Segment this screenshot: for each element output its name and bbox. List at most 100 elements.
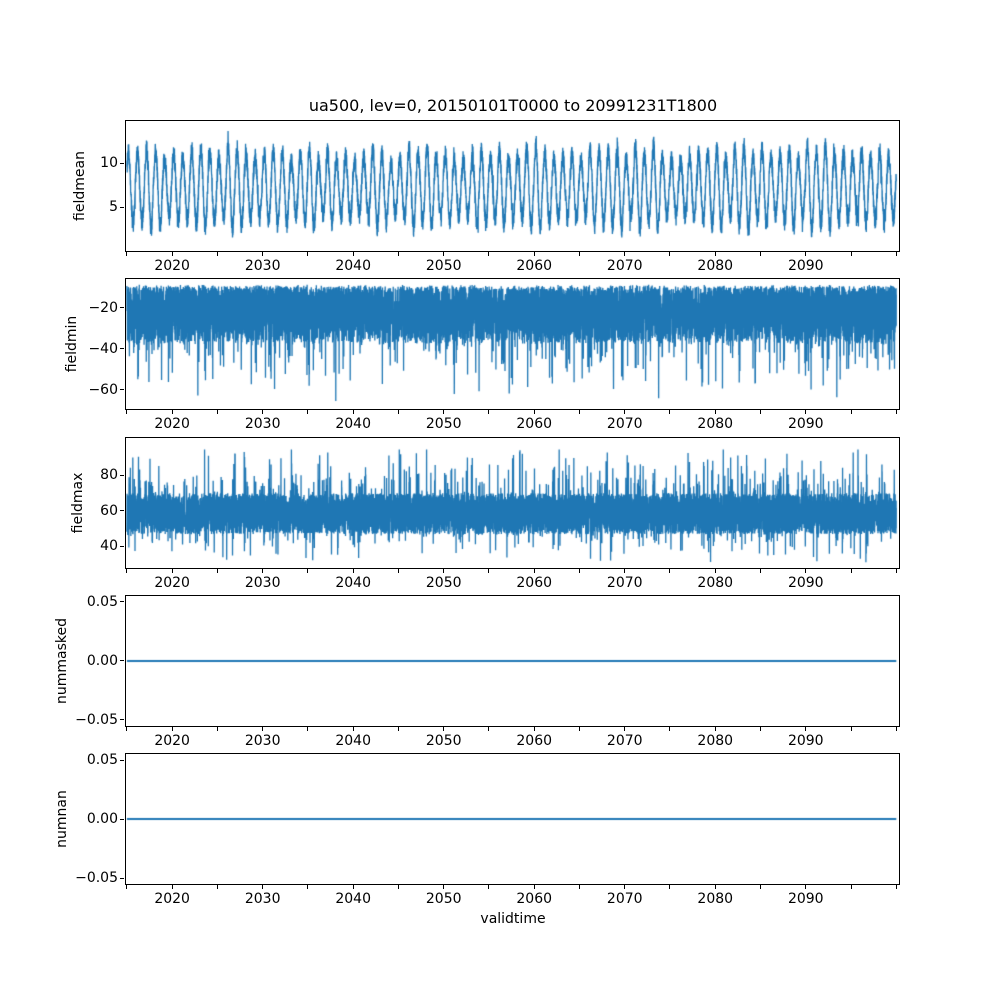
x-axis-tick (443, 410, 445, 415)
x-axis-tick (805, 251, 807, 256)
y-axis-tick (120, 719, 124, 721)
x-tick-label: 2030 (244, 732, 281, 749)
x-axis-tick (533, 410, 535, 415)
x-axis-tick (262, 568, 264, 573)
x-axis-tick (262, 726, 264, 731)
y-tick-label: −0.05 (75, 711, 118, 728)
subplot-numnan (125, 753, 900, 886)
x-axis-tick (397, 410, 399, 415)
x-tick-label: 2070 (606, 891, 643, 908)
x-tick-label: 2050 (425, 574, 462, 591)
plot-canvas-numnan (126, 754, 899, 885)
y-tick-label: 0.05 (86, 752, 118, 769)
x-tick-label: 2070 (606, 257, 643, 274)
x-tick-label: 2030 (244, 257, 281, 274)
x-axis-tick (126, 885, 128, 890)
x-tick-label: 2090 (787, 732, 824, 749)
x-axis-tick (216, 885, 218, 890)
y-tick-label: 80 (100, 467, 118, 483)
x-axis-tick (397, 726, 399, 731)
y-tick-label: 0.00 (86, 811, 118, 828)
x-tick-label: 2090 (787, 574, 824, 591)
x-axis-tick (669, 726, 671, 731)
y-axis-label-fieldmin: fieldmin (64, 315, 80, 373)
x-tick-label: 2070 (606, 416, 643, 433)
y-axis-tick (120, 474, 124, 476)
x-axis-tick (714, 885, 716, 890)
x-axis-tick (850, 251, 852, 256)
y-axis-tick (120, 510, 124, 512)
y-axis-tick (120, 759, 124, 761)
x-axis-tick (352, 885, 354, 890)
x-axis-label: validtime (480, 911, 546, 927)
x-axis-tick (760, 251, 761, 256)
x-axis-tick (443, 251, 445, 256)
x-axis-tick (850, 568, 852, 573)
x-axis-tick (895, 568, 897, 573)
figure-title: ua500, lev=0, 20150101T0000 to 20991231T… (308, 96, 718, 115)
subplot-fieldmean (125, 120, 900, 252)
y-axis-tick (120, 389, 124, 391)
y-tick-label: 10 (100, 155, 118, 172)
x-axis-tick (216, 726, 218, 731)
x-tick-label: 2040 (335, 416, 371, 433)
x-tick-label: 2030 (244, 574, 281, 591)
y-axis-label-fieldmean: fieldmean (72, 150, 88, 221)
x-tick-label: 2030 (244, 891, 281, 908)
y-axis-tick (120, 545, 124, 547)
x-tick-label: 2040 (335, 732, 371, 749)
x-tick-label: 2080 (697, 257, 734, 274)
x-axis-tick (488, 410, 490, 415)
x-axis-tick (443, 885, 445, 890)
x-axis-tick (760, 410, 761, 415)
x-axis-tick (850, 885, 852, 890)
y-axis-tick (120, 348, 124, 350)
x-axis-tick (443, 568, 445, 573)
x-axis-tick (533, 885, 535, 890)
x-tick-label: 2040 (335, 574, 371, 591)
y-axis-tick (120, 818, 124, 820)
x-tick-label: 2050 (425, 416, 462, 433)
x-axis-tick (578, 568, 580, 573)
x-axis-tick (624, 410, 626, 415)
y-tick-label: −40 (88, 340, 118, 357)
y-axis-tick (120, 162, 124, 164)
x-axis-tick (488, 568, 490, 573)
x-axis-tick (352, 568, 354, 573)
x-axis-tick (624, 726, 626, 731)
y-tick-label: −20 (88, 299, 118, 316)
y-tick-label: 60 (100, 502, 118, 519)
x-axis-tick (307, 251, 309, 256)
y-axis-tick (120, 206, 124, 208)
x-axis-tick (714, 726, 716, 731)
subplot-fieldmin (125, 278, 900, 411)
y-axis-label-fieldmax: fieldmax (70, 472, 86, 533)
y-tick-label: −0.05 (75, 870, 118, 887)
plot-canvas-fieldmin (126, 279, 899, 410)
x-axis-tick (171, 885, 173, 890)
x-axis-tick (850, 410, 852, 415)
x-axis-tick (805, 410, 807, 415)
x-tick-label: 2090 (787, 257, 824, 274)
x-axis-tick (488, 726, 490, 731)
x-axis-tick (126, 568, 128, 573)
subplot-fieldmax (125, 436, 900, 569)
x-axis-tick (805, 885, 807, 890)
x-axis-tick (578, 885, 580, 890)
y-axis-tick (120, 307, 124, 309)
x-axis-tick (533, 568, 535, 573)
x-tick-label: 2030 (244, 416, 281, 433)
x-axis-tick (578, 726, 580, 731)
x-axis-tick (126, 410, 128, 415)
plot-canvas-fieldmax (126, 437, 899, 568)
x-axis-tick (714, 410, 716, 415)
x-axis-tick (216, 568, 218, 573)
x-axis-tick (262, 410, 264, 415)
x-axis-tick (307, 410, 309, 415)
x-tick-label: 2060 (516, 416, 553, 433)
x-axis-tick (669, 885, 671, 890)
x-axis-tick (443, 726, 445, 731)
x-tick-label: 2020 (154, 574, 190, 591)
x-tick-label: 2020 (154, 891, 190, 908)
